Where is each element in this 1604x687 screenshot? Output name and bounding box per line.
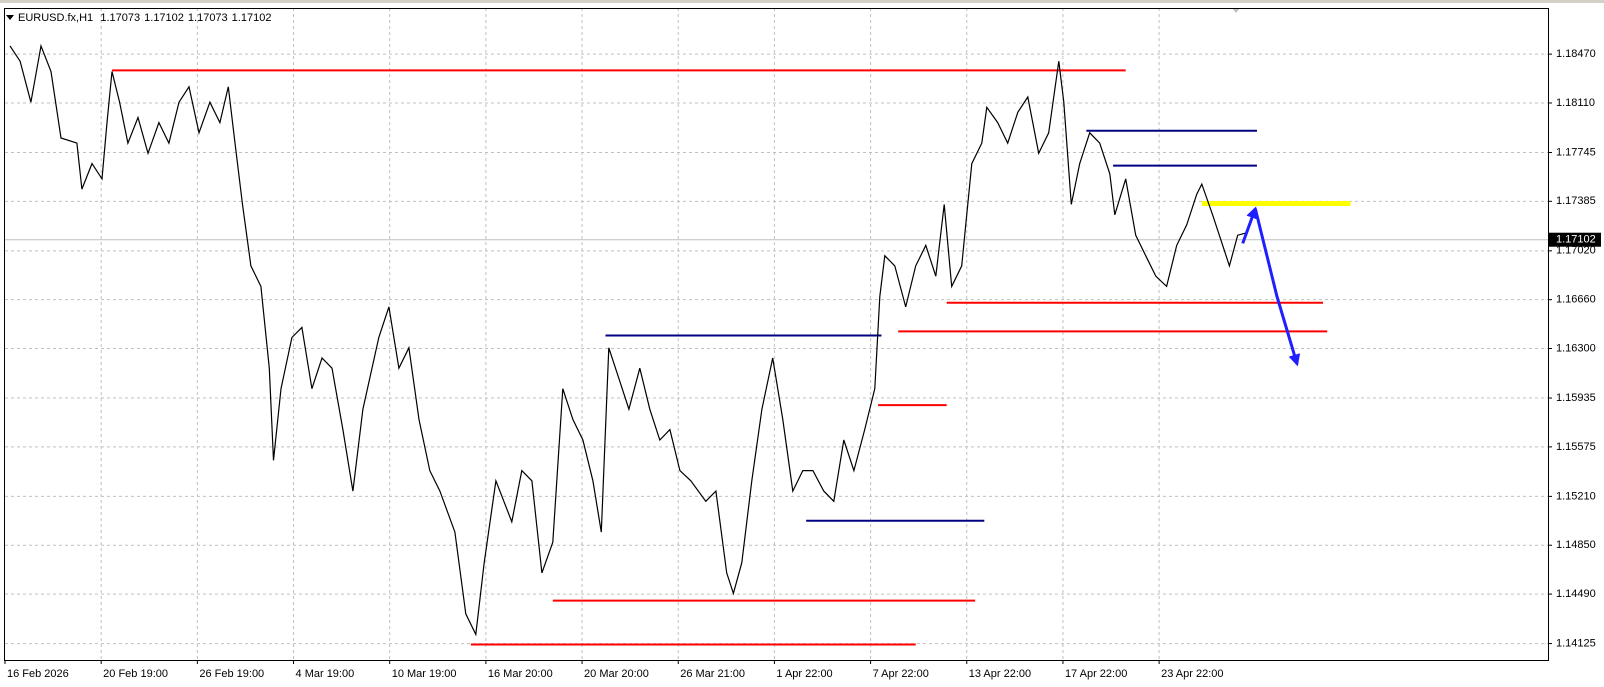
high: 1.17102 [144, 12, 184, 24]
y-tick-label: 1.17385 [1556, 195, 1596, 207]
y-tick-label: 1.15935 [1556, 392, 1596, 404]
current-price-box [1549, 232, 1601, 247]
x-tick-label: 1 Apr 22:00 [776, 668, 832, 680]
x-tick-label: 16 Feb 2026 [7, 668, 69, 680]
y-tick-label: 1.18470 [1556, 48, 1596, 60]
forecast-arrow [1241, 206, 1258, 244]
y-tick-label: 1.14850 [1556, 539, 1596, 551]
x-tick-label: 10 Mar 19:00 [392, 668, 457, 680]
header-triangle [6, 15, 14, 20]
close: 1.17102 [232, 12, 272, 24]
forecast-arrow [1253, 208, 1301, 367]
y-tick-label: 1.18110 [1556, 97, 1595, 109]
levels [112, 69, 1351, 646]
x-tick-label: 23 Apr 22:00 [1161, 668, 1223, 680]
y-tick-label: 1.15575 [1556, 441, 1596, 453]
x-tick-label: 20 Mar 20:00 [584, 668, 649, 680]
y-tick-label: 1.14490 [1556, 588, 1596, 600]
price-series [9, 43, 1246, 637]
grid [5, 8, 1548, 660]
scroll-marker [1232, 8, 1240, 13]
price-line [9, 43, 1246, 637]
y-tick-label: 1.15210 [1556, 490, 1596, 502]
y-tick-label: 1.14125 [1556, 637, 1596, 649]
x-tick-label: 13 Apr 22:00 [969, 668, 1031, 680]
top-strip [0, 0, 1604, 3]
current-price-label: 1.17102 [1556, 234, 1596, 246]
y-tick-label: 1.17745 [1556, 146, 1596, 158]
y-tick-label: 1.16300 [1556, 342, 1596, 354]
overlay [1241, 206, 1301, 367]
x-tick-label: 17 Apr 22:00 [1065, 668, 1127, 680]
symbol: EURUSD.fx,H1 [18, 12, 93, 24]
y-tick-label: 1.16660 [1556, 294, 1596, 306]
plot-frame [4, 8, 1549, 661]
open: 1.17073 [100, 12, 140, 24]
chart-header: EURUSD.fx,H1 1.17073 1.17102 1.17073 1.17102 [18, 12, 271, 24]
x-tick-label: 16 Mar 20:00 [488, 668, 553, 680]
x-tick-label: 26 Feb 19:00 [199, 668, 264, 680]
x-tick-label: 26 Mar 21:00 [680, 668, 745, 680]
x-tick-label: 7 Apr 22:00 [873, 668, 929, 680]
y-tick-label: 1.17020 [1556, 245, 1596, 257]
axes: 1.18470 1.18110 1.17745 1.17385 1.17020 1.166… [4, 48, 1601, 680]
x-tick-label: 4 Mar 19:00 [296, 668, 355, 680]
x-tick-label: 20 Feb 19:00 [103, 668, 168, 680]
low: 1.17073 [188, 12, 228, 24]
